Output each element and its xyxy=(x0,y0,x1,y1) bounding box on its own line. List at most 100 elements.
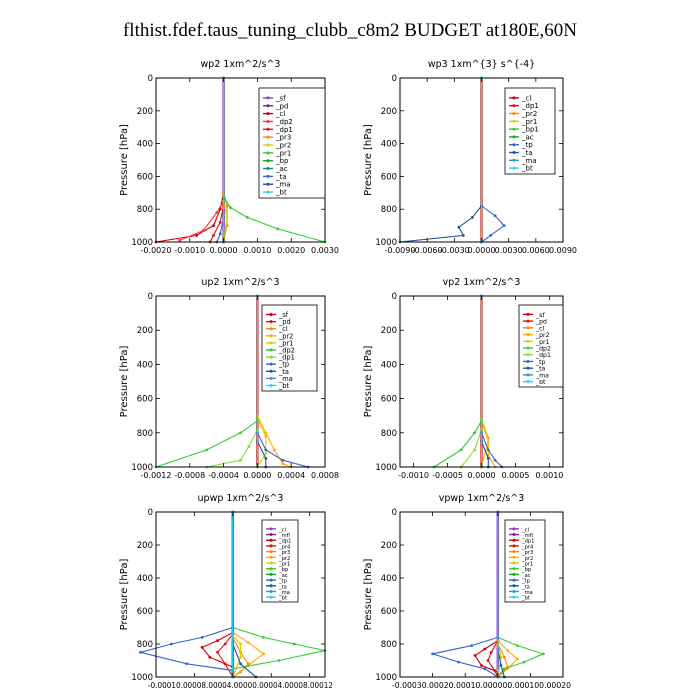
y-axis-label: Pressure [hPa] xyxy=(119,346,130,418)
legend-marker xyxy=(266,182,270,186)
point-_tp xyxy=(486,448,490,452)
y-tick-label: 400 xyxy=(381,360,397,370)
point-_dp1 xyxy=(216,639,219,643)
legend-label: _dp1 xyxy=(535,352,551,359)
point-_pr2 xyxy=(506,649,509,652)
legend-marker xyxy=(512,550,516,554)
legend-label: _cl xyxy=(521,94,531,102)
y-tick-label: 1000 xyxy=(131,238,153,248)
y-tick-label: 0 xyxy=(148,508,153,518)
x-tick-label: -0.0010 xyxy=(398,471,429,480)
point-_tp xyxy=(493,458,497,462)
legend-marker xyxy=(269,362,273,366)
legend-label: _pr2 xyxy=(521,556,533,562)
y-axis-label: Pressure [hPa] xyxy=(363,559,374,631)
legend-marker xyxy=(266,127,270,131)
legend-label: _bp1 xyxy=(521,126,539,134)
point-_tp xyxy=(185,662,189,666)
series-_tp xyxy=(138,512,234,677)
legend-label: _mfl xyxy=(521,533,533,539)
y-tick-label: 400 xyxy=(137,574,153,584)
point-_ta xyxy=(471,216,474,219)
point-_pr4 xyxy=(223,642,227,646)
legend-label: _tp xyxy=(521,579,531,585)
legend-label: _pr1 xyxy=(275,149,291,157)
x-tick-label: -0.0020 xyxy=(141,246,172,255)
legend-label: _ta xyxy=(535,366,546,373)
legend-label: _pr1 xyxy=(521,118,537,126)
plot-frame xyxy=(155,511,326,678)
point-_tp xyxy=(200,636,204,639)
legend-label: _ac xyxy=(275,165,288,173)
legend-label: _cl xyxy=(521,527,529,533)
y-tick-label: 0 xyxy=(392,292,397,302)
point-_pr1 xyxy=(264,434,268,438)
point-_dp2 xyxy=(205,448,209,452)
legend-label: _pr2 xyxy=(275,142,291,150)
point-_dp1 xyxy=(247,445,251,448)
series-_dp1 xyxy=(206,296,258,468)
legend-label: _dp2 xyxy=(275,118,293,126)
legend-marker xyxy=(269,313,273,317)
panel-title: vpwp 1xm^2/s^3 xyxy=(439,493,525,504)
x-tick-label: -0.0005 xyxy=(432,471,463,480)
y-tick-label: 1000 xyxy=(131,673,153,683)
legend-box xyxy=(518,304,564,388)
series-_tp xyxy=(480,296,503,468)
point-_pr1 xyxy=(229,206,232,210)
panel-title: wp3 1xm^{3} s^{-4} xyxy=(428,59,535,70)
point-_pr2 xyxy=(246,641,250,644)
series-_pr2 xyxy=(232,512,265,678)
legend-label: _pd xyxy=(535,319,547,326)
legend-box xyxy=(261,304,318,392)
x-tick-label: 0.0005 xyxy=(501,471,529,480)
legend-marker xyxy=(266,174,270,178)
legend-marker xyxy=(269,320,273,324)
series-_pr4 xyxy=(487,512,499,678)
legend-marker xyxy=(512,527,516,531)
legend-label: _bt xyxy=(521,165,533,173)
y-tick-label: 800 xyxy=(381,205,397,215)
legend-label: _pr1 xyxy=(521,562,533,568)
legend-marker xyxy=(512,561,516,565)
legend-marker xyxy=(269,383,273,387)
y-tick-label: 1000 xyxy=(375,238,397,248)
legend-marker xyxy=(269,584,273,588)
x-tick-labels-overlapping: -0.00030.00020.00010.000000.000100.00020 xyxy=(392,681,571,690)
panel-title: vp2 1xm^2/s^3 xyxy=(443,277,521,288)
point-_bp xyxy=(542,652,545,656)
point-_dp1 xyxy=(200,645,204,649)
point-_pr4 xyxy=(486,659,490,662)
point-_bp xyxy=(262,636,265,639)
legend-marker xyxy=(512,119,516,123)
point-_pr1 xyxy=(264,451,268,455)
legend-label: _cl xyxy=(275,110,285,118)
legend-marker xyxy=(266,119,270,123)
legend-marker xyxy=(512,112,516,115)
x-tick-label: -0.0004 xyxy=(208,471,239,480)
point-_ta xyxy=(218,232,222,236)
legend-marker xyxy=(526,346,530,350)
x-tick-label: -0.0008 xyxy=(174,471,205,480)
legend-label: _cl xyxy=(278,527,286,533)
point-_pr1 xyxy=(499,655,503,659)
legend-marker xyxy=(266,112,270,116)
legend-marker xyxy=(269,533,273,537)
x-tick-label: 0.0004 xyxy=(277,471,305,480)
legend-marker xyxy=(269,348,273,352)
legend-marker xyxy=(269,369,273,373)
legend-label: _ma xyxy=(521,590,533,596)
y-tick-label: 0 xyxy=(148,292,153,302)
legend-marker xyxy=(269,550,273,554)
plot-frame xyxy=(155,295,326,468)
legend-label: _pr1 xyxy=(278,339,293,347)
point-_dp1 xyxy=(480,664,483,667)
x-tick-label: 0.0000 xyxy=(243,471,271,480)
x-tick-label: 0.0090 xyxy=(549,246,577,255)
x-tick-label: -0.0010 xyxy=(174,246,205,255)
legend-marker xyxy=(526,353,530,357)
legend-marker xyxy=(512,166,516,170)
legend-label: _pr2 xyxy=(278,556,290,562)
panel-2: wp3 1xm^{3} s^{-4} Pressure [hPa] 0 200 400 6… xyxy=(363,59,577,255)
legend-label: _ma xyxy=(278,375,293,383)
